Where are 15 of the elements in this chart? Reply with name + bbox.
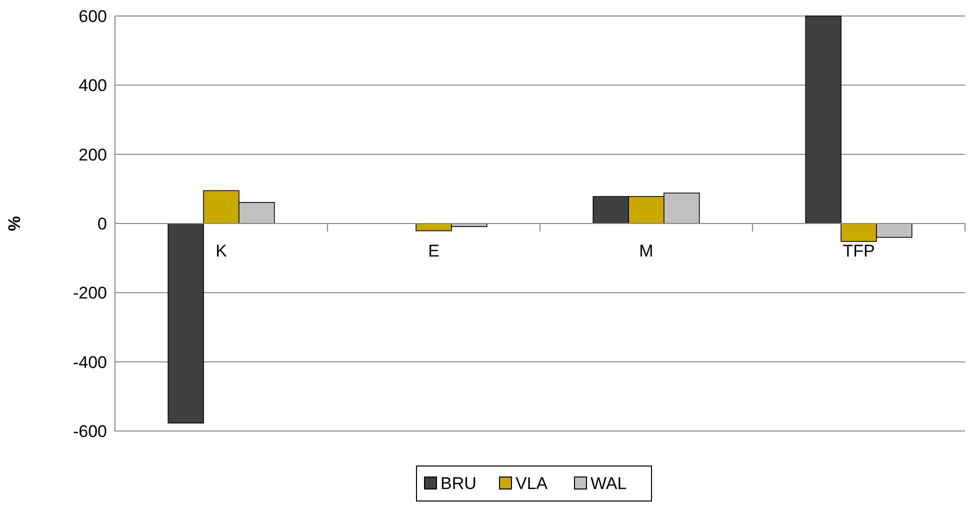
- legend-label: VLA: [516, 474, 548, 493]
- x-tick-label: E: [428, 242, 440, 260]
- y-tick-label: -200: [72, 284, 107, 303]
- y-tick-label: -600: [72, 422, 107, 441]
- legend-label: WAL: [590, 474, 627, 493]
- y-tick-label: 600: [78, 6, 107, 26]
- y-tick-label: 400: [78, 76, 107, 96]
- x-tick-label: K: [216, 242, 228, 260]
- y-tick-label: -400: [72, 352, 107, 372]
- y-tick-label: 200: [78, 145, 107, 164]
- x-tick-label: M: [639, 242, 654, 260]
- x-tick-label: TFP: [842, 242, 875, 260]
- legend-label: BRU: [440, 474, 476, 493]
- y-axis-title: %: [5, 216, 24, 232]
- y-tick-label: 0: [98, 214, 107, 234]
